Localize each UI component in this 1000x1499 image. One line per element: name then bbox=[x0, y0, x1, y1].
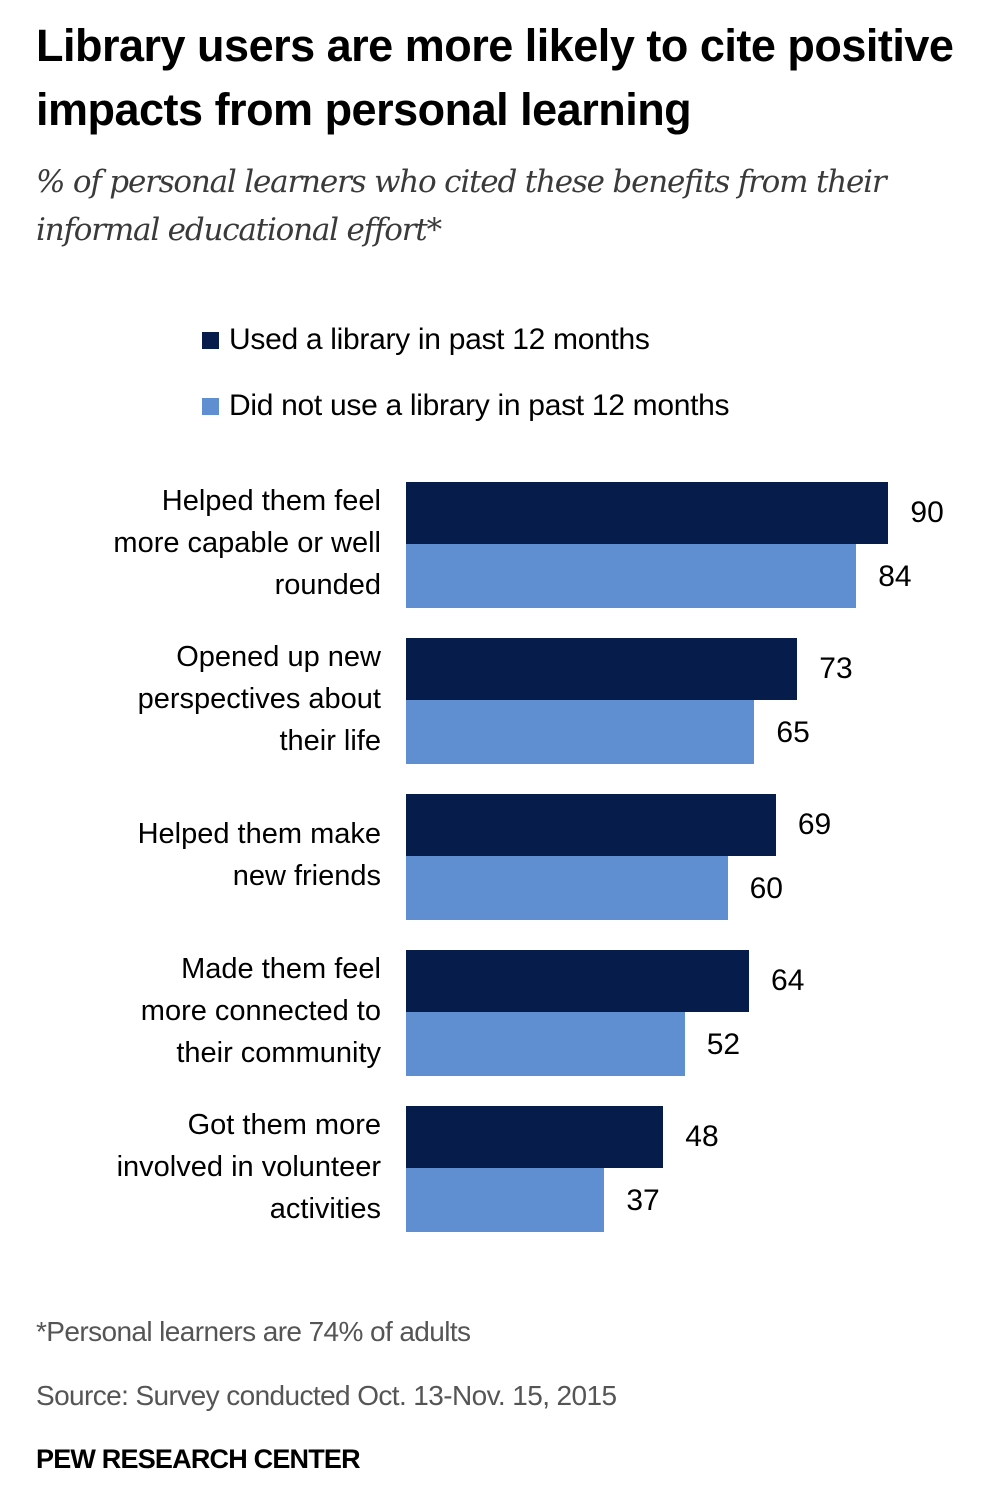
brand-logo-text: PEW RESEARCH CENTER bbox=[36, 1444, 361, 1474]
category-label-line: perspectives about bbox=[137, 683, 381, 715]
bar-did-not-use-library bbox=[406, 700, 755, 764]
chart-subtitle: % of personal learners who cited these b… bbox=[36, 164, 887, 248]
category-label-line: new friends bbox=[232, 860, 381, 892]
bar-did-not-use-library bbox=[406, 1168, 605, 1232]
category-label-line: their community bbox=[176, 1037, 381, 1069]
category-label-line: Opened up new bbox=[176, 641, 381, 673]
bar-value-used-library: 69 bbox=[797, 808, 832, 841]
category-label-line: more connected to bbox=[140, 995, 381, 1027]
bar-value-used-library: 90 bbox=[910, 496, 944, 529]
category-label: Made them feel more connected to their com… bbox=[21, 948, 381, 1074]
legend-swatch-icon bbox=[202, 397, 219, 415]
category-label: Got them more involved in volunteer activi… bbox=[21, 1104, 381, 1230]
bar-value-did-not-use-library: 60 bbox=[749, 872, 783, 905]
bar-value-used-library: 48 bbox=[685, 1120, 719, 1153]
footnote: *Personal learners are 74% of adults bbox=[36, 1316, 471, 1347]
bar-value-used-library: 64 bbox=[771, 964, 805, 997]
bar-did-not-use-library bbox=[406, 544, 857, 608]
category-label-line: Got them more bbox=[187, 1109, 381, 1141]
bar-value-used-library: 73 bbox=[819, 652, 853, 685]
category-label-line: Made them feel bbox=[181, 953, 381, 985]
bar-did-not-use-library bbox=[406, 856, 728, 920]
category-label-line: more capable or well bbox=[113, 527, 381, 559]
category-label-line: their life bbox=[279, 725, 381, 757]
bar-used-library bbox=[406, 638, 798, 700]
bar-used-library bbox=[406, 482, 889, 544]
legend-item-used-library: Used a library in past 12 months bbox=[202, 318, 729, 362]
legend-label: Did not use a library in past 12 months bbox=[229, 389, 730, 422]
bar-value-did-not-use-library: 52 bbox=[706, 1028, 741, 1061]
bar-used-library bbox=[406, 1106, 664, 1168]
category-label: Helped them feel more capable or well roun… bbox=[21, 480, 381, 606]
bar-did-not-use-library bbox=[406, 1012, 685, 1076]
bar-used-library bbox=[406, 794, 776, 856]
bar-value-did-not-use-library: 65 bbox=[776, 716, 810, 749]
legend-swatch-icon bbox=[202, 331, 219, 349]
category-label-line: rounded bbox=[274, 569, 381, 601]
category-label: Helped them make new friends bbox=[21, 813, 381, 897]
bar-value-did-not-use-library: 37 bbox=[626, 1184, 660, 1217]
category-label: Opened up new perspectives about their lif… bbox=[21, 636, 381, 762]
bar-used-library bbox=[406, 950, 750, 1012]
category-label-line: Helped them make bbox=[137, 818, 381, 850]
legend: Used a library in past 12 months Did not… bbox=[202, 318, 730, 450]
category-label-line: activities bbox=[269, 1193, 381, 1225]
source-note: Source: Survey conducted Oct. 13-Nov. 15… bbox=[36, 1380, 617, 1411]
legend-label: Used a library in past 12 months bbox=[229, 323, 650, 356]
category-label-line: involved in volunteer bbox=[116, 1151, 381, 1183]
category-label-line: Helped them feel bbox=[161, 485, 381, 517]
chart-title: Library users are more likely to cite po… bbox=[36, 20, 954, 135]
legend-item-did-not-use-library: Did not use a library in past 12 months bbox=[202, 384, 730, 428]
bar-value-did-not-use-library: 84 bbox=[878, 560, 912, 593]
